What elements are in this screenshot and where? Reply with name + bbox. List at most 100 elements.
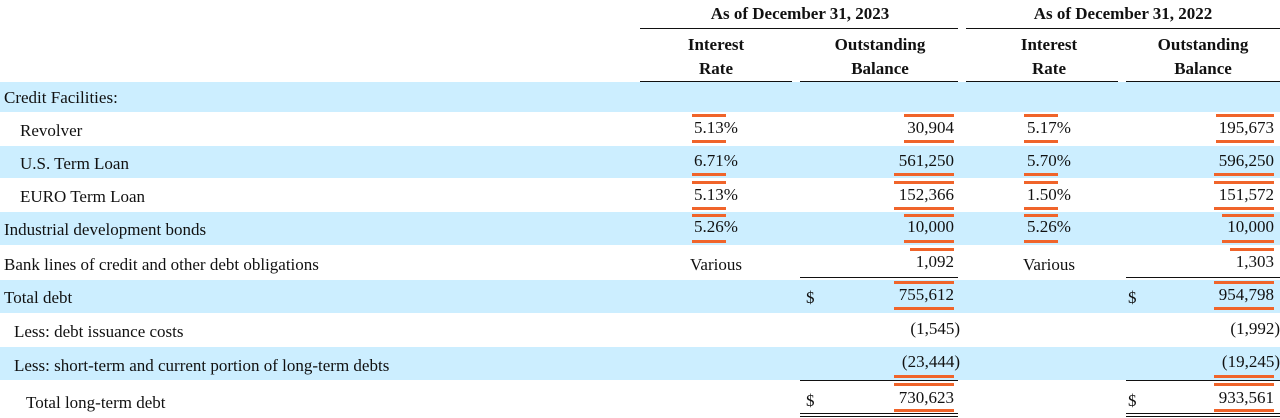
- currency-2022-total-debt: $: [1128, 288, 1137, 307]
- cell-bal-2023-bank-lines: 1,092: [915, 252, 954, 271]
- currency-2023-total-lt: $: [806, 391, 815, 410]
- cell-bal-2023-issuance-costs: (1,545): [910, 319, 960, 338]
- highlight-bal-2023-short-term: [894, 375, 954, 378]
- highlight-bal-2023-bank-top: [910, 248, 954, 251]
- cell-bal-2022-short-term: (19,245): [1221, 352, 1280, 371]
- period-2023-rule: [640, 28, 958, 29]
- row-label-issuance-costs: Less: debt issuance costs: [14, 322, 184, 341]
- highlight-rate-2022-idb-top: [1024, 214, 1058, 217]
- highlight-bal-2023-euro-top: [894, 181, 954, 184]
- col-header-rate-2023: Interest Rate: [640, 33, 792, 81]
- row-label-total-debt: Total debt: [4, 288, 73, 307]
- highlight-bal-2022-short-term: [1214, 375, 1274, 378]
- col-rule-balance-2023: [800, 81, 958, 82]
- highlight-bal-2023-total-lt: [894, 409, 954, 412]
- cell-rate-2022-euro-term-loan: 1.50%: [1027, 185, 1071, 204]
- highlight-bal-2022-total-lt: [1214, 409, 1274, 412]
- currency-2022-total-lt: $: [1128, 391, 1137, 410]
- row-label-short-term: Less: short-term and current portion of …: [14, 356, 390, 375]
- double-rule-2023-b: [800, 416, 958, 417]
- row-label-revolver: Revolver: [20, 121, 83, 140]
- cell-bal-2022-total-long-term-debt: 933,561: [1218, 388, 1274, 407]
- highlight-bal-2023-euro-term-loan: [894, 207, 954, 210]
- row-band-industrial-bonds: [0, 212, 1280, 245]
- cell-bal-2023-euro-term-loan: 152,366: [898, 185, 954, 204]
- highlight-bal-2022-revolver-under: [1216, 140, 1274, 143]
- highlight-rate-2022-us-term-loan: [1024, 173, 1058, 176]
- highlight-rate-2022-euro-top: [1024, 181, 1058, 184]
- cell-bal-2022-issuance-costs: (1,992): [1230, 319, 1280, 338]
- col-header-rate-2022-line1: Interest: [1020, 35, 1078, 54]
- cell-bal-2022-bank-lines: 1,303: [1235, 252, 1274, 271]
- highlight-bal-2023-us-term-loan: [894, 173, 954, 176]
- period-2023-heading: As of December 31, 2023: [710, 4, 890, 23]
- cell-rate-2023-us-term-loan: 6.71%: [694, 151, 738, 170]
- row-label-total-long-term-debt: Total long-term debt: [26, 393, 166, 412]
- cell-rate-2023-euro-term-loan: 5.13%: [694, 185, 738, 204]
- cell-bal-2022-industrial-bonds: 10,000: [1227, 217, 1274, 236]
- col-rule-rate-2022: [966, 81, 1118, 82]
- highlight-rate-2022-revolver: [1024, 114, 1058, 117]
- currency-2023-total-debt: $: [806, 288, 815, 307]
- row-label-euro-term-loan: EURO Term Loan: [20, 187, 146, 206]
- col-rule-balance-2022: [1126, 81, 1280, 82]
- col-header-balance-2023: Outstanding Balance: [800, 33, 960, 81]
- period-2022-rule: [966, 28, 1280, 29]
- cell-bal-2023-short-term: (23,444): [901, 352, 960, 371]
- double-rule-2023-a: [800, 413, 958, 414]
- highlight-bal-2022-euro-top: [1214, 181, 1274, 184]
- row-band-total-debt: [0, 280, 1280, 313]
- cell-bal-2023-industrial-bonds: 10,000: [907, 217, 954, 236]
- row-label-credit-facilities: Credit Facilities:: [4, 88, 118, 107]
- row-band-credit-facilities: [0, 82, 1280, 112]
- highlight-bal-2022-us-term-loan: [1214, 173, 1274, 176]
- cell-bal-2022-euro-term-loan: 151,572: [1218, 185, 1274, 204]
- highlight-rate-2023-revolver: [692, 114, 726, 117]
- highlight-bal-2023-total-top: [894, 281, 954, 284]
- col-header-rate-2023-line2: Rate: [699, 59, 733, 78]
- subtotal-rule-2023: [800, 277, 958, 278]
- cell-bal-2023-revolver: 30,904: [907, 118, 954, 137]
- highlight-rate-2023-euro-top: [692, 181, 726, 184]
- cell-bal-2022-us-term-loan: 596,250: [1218, 151, 1274, 170]
- highlight-bal-2023-revolver: [904, 114, 954, 117]
- cell-bal-2023-us-term-loan: 561,250: [898, 151, 954, 170]
- highlight-bal-2022-total-lt-top: [1214, 383, 1274, 386]
- highlight-bal-2022-idb-top: [1222, 214, 1274, 217]
- highlight-bal-2022-revolver: [1216, 114, 1274, 117]
- highlight-bal-2022-idb: [1222, 240, 1274, 243]
- row-label-us-term-loan: U.S. Term Loan: [20, 154, 129, 173]
- col-header-rate-2022: Interest Rate: [966, 33, 1132, 81]
- double-rule-2022-b: [1126, 416, 1280, 417]
- highlight-bal-2022-bank-top: [1230, 248, 1274, 251]
- total-rule-2022: [1126, 380, 1280, 381]
- highlight-rate-2023-idb-top: [692, 214, 726, 217]
- highlight-rate-2022-idb: [1024, 240, 1058, 243]
- highlight-bal-2022-euro-term-loan: [1214, 207, 1274, 210]
- row-label-industrial-bonds: Industrial development bonds: [4, 220, 207, 239]
- col-rule-rate-2023: [640, 81, 792, 82]
- highlight-rate-2023-euro-term-loan: [692, 207, 726, 210]
- cell-rate-2022-bank-lines: Various: [1023, 255, 1075, 274]
- highlight-bal-2023-total-debt: [894, 307, 954, 310]
- col-header-balance-2023-line1: Outstanding: [834, 35, 926, 54]
- highlight-rate-2023-revolver-under: [692, 140, 726, 143]
- highlight-rate-2022-revolver-under: [1024, 140, 1058, 143]
- cell-rate-2022-industrial-bonds: 5.26%: [1027, 217, 1071, 236]
- highlight-bal-2023-idb: [904, 240, 954, 243]
- total-rule-2023: [800, 380, 958, 381]
- highlight-rate-2022-euro-term-loan: [1024, 207, 1058, 210]
- cell-bal-2023-total-long-term-debt: 730,623: [898, 388, 954, 407]
- col-header-balance-2022: Outstanding Balance: [1126, 33, 1280, 81]
- highlight-bal-2022-total-debt: [1214, 307, 1274, 310]
- cell-rate-2023-revolver: 5.13%: [694, 118, 738, 137]
- period-2022-heading: As of December 31, 2022: [1033, 4, 1213, 23]
- cell-rate-2022-us-term-loan: 5.70%: [1027, 151, 1071, 170]
- cell-rate-2022-revolver: 5.17%: [1027, 118, 1071, 137]
- col-header-balance-2022-line1: Outstanding: [1157, 35, 1249, 54]
- col-header-rate-2022-line2: Rate: [1032, 59, 1066, 78]
- double-rule-2022-a: [1126, 413, 1280, 414]
- highlight-bal-2023-total-lt-top: [894, 383, 954, 386]
- cell-bal-2022-revolver: 195,673: [1218, 118, 1274, 137]
